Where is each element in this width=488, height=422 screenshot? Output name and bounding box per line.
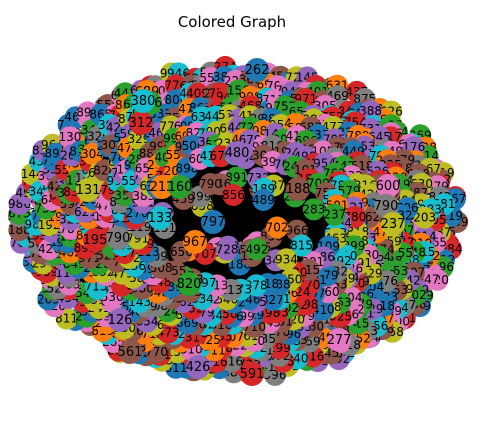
node-label: 702 [266,221,289,235]
node-label: 489 [252,193,275,207]
labeled-node-text: 967 [183,235,208,250]
labeled-node-text: 126 [108,313,133,328]
node-label: 237 [323,208,346,222]
node-label: 815 [290,239,313,253]
node-label: 790 [199,177,222,191]
labeled-node-text: 195 [83,233,108,248]
labeled-node-text: 160 [168,180,193,195]
labeled-node-text: 188 [286,182,311,197]
labeled-node-text: 591 [240,367,265,382]
labeled-node-text: 790 [374,199,399,214]
node-label: 856 [222,188,245,202]
labeled-node-text: 820 [177,277,202,292]
node-label: 130 [58,130,81,144]
labeled-node-text: 790 [106,231,131,246]
labeled-node-text: 426 [186,360,211,375]
graph-title: Colored Graph [177,13,287,31]
labeled-node-text: 133 [148,211,173,226]
labeled-node-text: 380 [131,94,156,109]
node-label: 492 [245,242,268,256]
node-label: 283 [302,202,325,216]
node-label: 728 [216,243,239,257]
labeled-node-text: 797 [201,215,226,230]
labeled-node-text: 561 [118,345,143,360]
node-label: 188 [8,223,31,237]
node-label: 388 [359,104,382,118]
node-label: 934 [275,252,298,266]
labeled-node-text: 237 [381,217,406,232]
labeled-node-text: 277 [327,333,352,348]
labeled-node-text: 262 [245,63,270,78]
labeled-node-text: 312 [129,116,154,131]
labeled-node-text: 131 [76,183,101,198]
labeled-node-text: 480 [225,146,250,161]
labeled-node-text: 600 [376,179,401,194]
